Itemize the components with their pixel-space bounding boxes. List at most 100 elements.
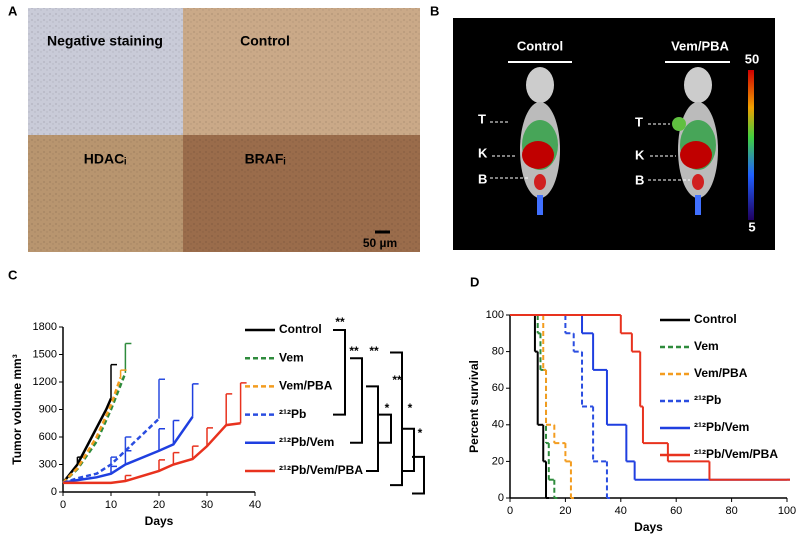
error-bar — [158, 428, 165, 451]
x-tick-label: 20 — [153, 499, 165, 511]
legend-label: Vem — [279, 350, 304, 364]
legend-label: ²¹²Pb — [694, 393, 721, 407]
colorbar-max: 50 — [745, 51, 759, 66]
significance-label: * — [408, 401, 413, 415]
error-bar — [119, 369, 127, 378]
legend-label: ²¹²Pb/Vem/PBA — [279, 463, 363, 477]
series-line — [63, 422, 241, 485]
organ-label: B — [635, 172, 644, 187]
y-axis-label: Tumor volume mm³ — [10, 354, 24, 464]
significance-label: ** — [392, 373, 402, 387]
panel-letter: C — [8, 267, 18, 282]
error-bar — [191, 445, 199, 459]
x-axis-label: Days — [145, 514, 174, 528]
organ-label: K — [635, 147, 645, 162]
legend-label: Control — [279, 322, 322, 336]
y-tick-label: 300 — [39, 458, 57, 470]
imaging-image — [453, 18, 775, 250]
error-bar — [158, 459, 165, 471]
mouse-scan — [508, 61, 572, 215]
mouse-scan — [665, 61, 730, 215]
image-label: Control — [240, 33, 290, 49]
significance-label: ** — [369, 344, 379, 358]
x-tick-label: 80 — [725, 505, 737, 517]
series-line — [62, 377, 122, 484]
significance-bracket — [402, 427, 415, 472]
legend-label: Vem/PBA — [694, 366, 748, 380]
error-bar — [191, 383, 199, 417]
significance-bracket — [412, 455, 425, 495]
panel-letter: A — [8, 3, 18, 18]
error-bar — [206, 427, 213, 447]
series-line — [62, 416, 194, 485]
y-tick-label: 900 — [39, 403, 57, 415]
x-tick-label: 10 — [105, 499, 117, 511]
y-tick-label: 0 — [51, 486, 57, 498]
group-label: Control — [517, 38, 563, 53]
y-tick-label: 80 — [492, 346, 504, 358]
error-bar — [172, 451, 180, 465]
x-tick-label: 60 — [670, 505, 682, 517]
error-bar — [124, 436, 132, 451]
x-axis-label: Days — [634, 520, 663, 534]
image-label: Negative staining — [47, 33, 163, 49]
panel-letter: D — [470, 274, 479, 289]
organ-label: B — [478, 171, 487, 186]
significance-bracket — [350, 357, 363, 444]
y-tick-label: 1800 — [33, 321, 57, 333]
legend-label: ²¹²Pb — [279, 407, 306, 421]
significance-label: * — [385, 401, 390, 415]
x-tick-label: 40 — [615, 505, 627, 517]
legend-label: ²¹²Pb/Vem/PBA — [694, 447, 778, 461]
significance-bracket — [379, 413, 392, 444]
y-tick-label: 600 — [39, 431, 57, 443]
significance-label: * — [418, 426, 423, 440]
legend-label: Control — [694, 312, 737, 326]
error-bar — [158, 378, 165, 419]
error-bar — [124, 450, 132, 465]
y-tick-label: 40 — [492, 419, 504, 431]
organ-label: T — [478, 111, 486, 126]
series-line — [62, 417, 160, 485]
error-bar — [172, 419, 180, 445]
significance-bracket — [333, 329, 346, 416]
organ-pointer — [490, 121, 690, 181]
legend-label: ²¹²Pb/Vem — [694, 420, 749, 434]
y-tick-label: 1500 — [33, 348, 57, 360]
image-texture — [28, 8, 420, 252]
significance-bracket — [390, 351, 403, 487]
legend-label: ²¹²Pb/Vem — [279, 435, 334, 449]
y-axis-label: Percent survival — [467, 360, 481, 453]
error-bar — [239, 382, 247, 424]
series-line — [62, 398, 113, 484]
organ-label: T — [635, 114, 643, 129]
x-tick-label: 30 — [201, 499, 213, 511]
error-bar — [124, 342, 132, 373]
x-tick-label: 20 — [559, 505, 571, 517]
organ-label: K — [478, 145, 488, 160]
colorbar — [748, 70, 754, 220]
image-label: BRAFᵢ — [245, 151, 286, 167]
y-tick-label: 0 — [498, 492, 504, 504]
x-tick-label: 0 — [60, 499, 66, 511]
panel-letter: B — [430, 3, 439, 18]
error-bar — [225, 393, 233, 426]
scale-label: 50 µm — [363, 236, 397, 250]
colorbar-min: 5 — [748, 219, 755, 234]
y-tick-label: 1200 — [33, 376, 57, 388]
legend-label: Vem — [694, 339, 719, 353]
group-label: Vem/PBA — [671, 38, 729, 53]
x-tick-label: 40 — [249, 499, 261, 511]
significance-bracket — [366, 385, 379, 472]
y-tick-label: 60 — [492, 382, 504, 394]
x-tick-label: 100 — [778, 505, 796, 517]
significance-label: ** — [349, 344, 359, 358]
significance-label: ** — [335, 315, 345, 329]
x-tick-label: 0 — [507, 505, 513, 517]
y-tick-label: 100 — [486, 309, 504, 321]
error-bar — [110, 363, 117, 399]
image-label: HDACᵢ — [84, 151, 126, 167]
legend-label: Vem/PBA — [279, 379, 333, 393]
